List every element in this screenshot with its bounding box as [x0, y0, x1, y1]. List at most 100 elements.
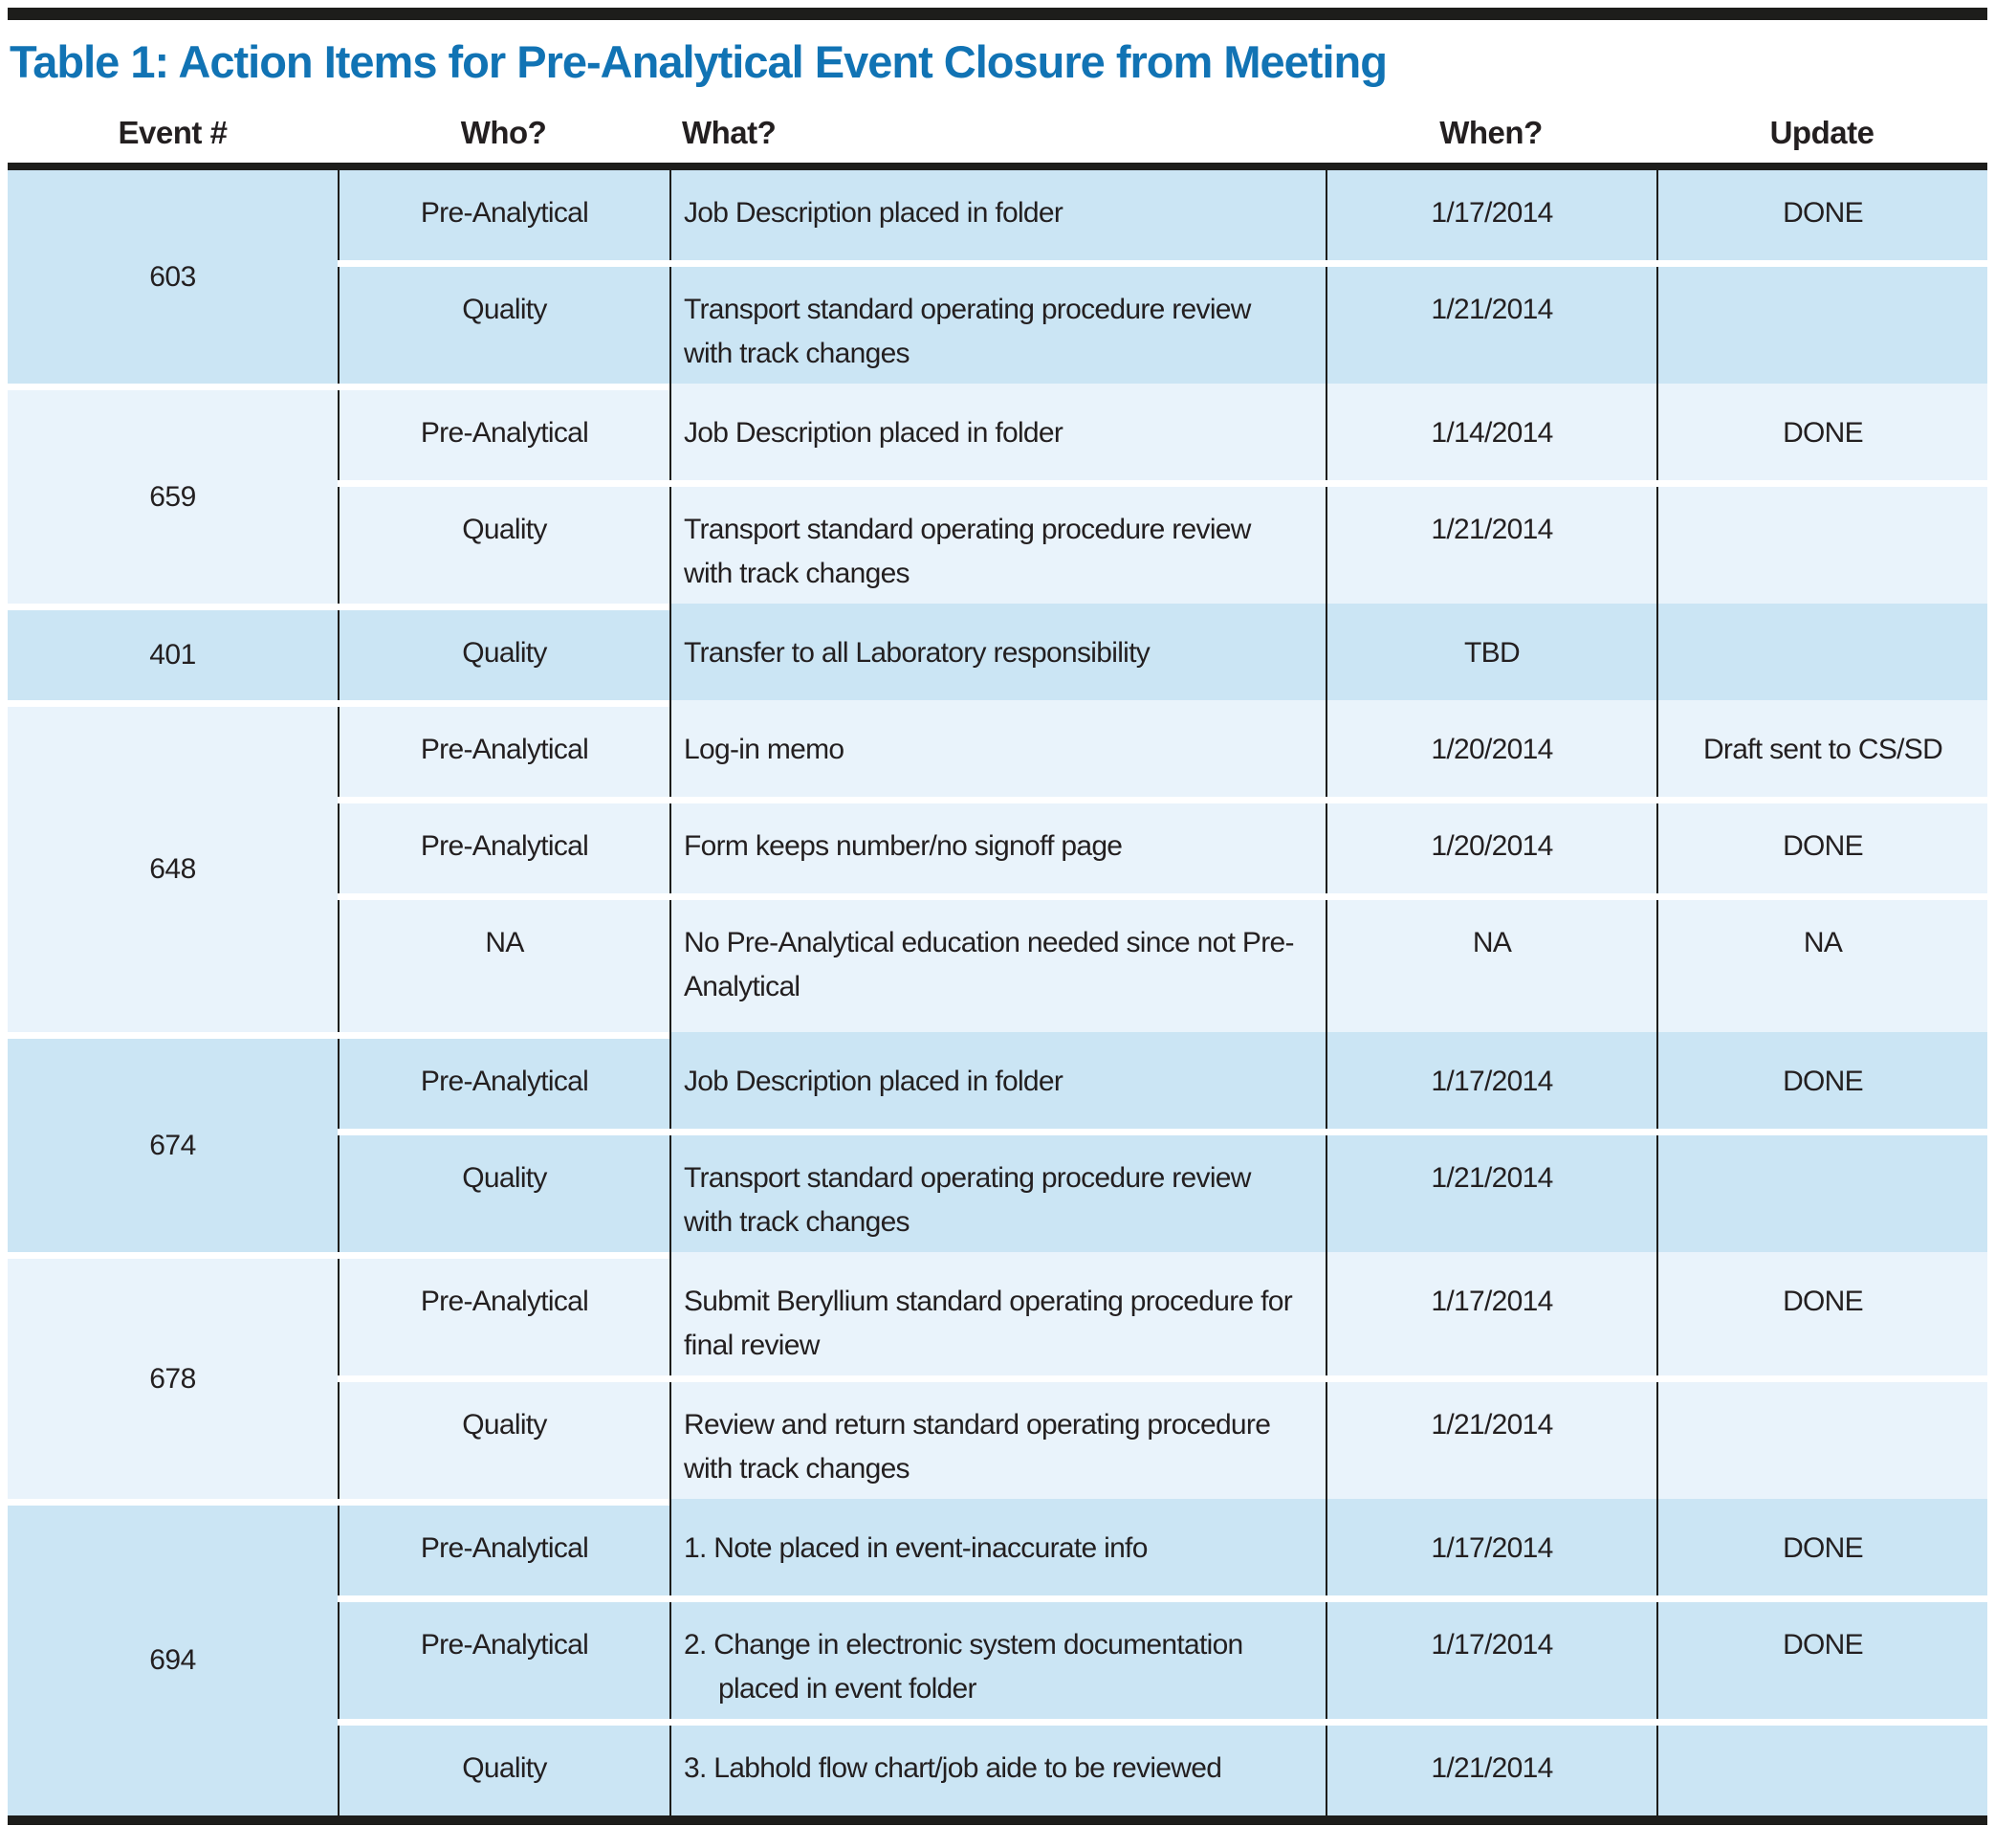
- table-row: Pre-Analytical Submit Beryllium standard…: [338, 1259, 1987, 1375]
- table-row: Pre-Analytical 1. Note placed in event-i…: [338, 1506, 1987, 1595]
- what-cell: 3. Labhold flow chart/job aide to be rev…: [669, 1726, 1326, 1815]
- event-number-cell: 694: [8, 1506, 338, 1815]
- what-cell: Job Description placed in folder: [669, 390, 1326, 480]
- event-group-674: 674 Pre-Analytical Job Description place…: [8, 1039, 1987, 1252]
- update-cell: DONE: [1656, 1602, 1987, 1719]
- update-cell: [1656, 1382, 1987, 1499]
- group-rows: Pre-Analytical 1. Note placed in event-i…: [338, 1506, 1987, 1815]
- who-cell: Pre-Analytical: [338, 707, 669, 797]
- table-row: Quality Transport standard operating pro…: [338, 487, 1987, 604]
- what-cell: 1. Note placed in event-inaccurate info: [669, 1506, 1326, 1595]
- when-cell: 1/21/2014: [1326, 267, 1656, 384]
- column-header-who: Who?: [460, 115, 547, 150]
- update-cell: DONE: [1656, 1039, 1987, 1129]
- when-cell: 1/20/2014: [1326, 707, 1656, 797]
- who-cell: Pre-Analytical: [338, 803, 669, 893]
- what-cell: Submit Beryllium standard operating proc…: [669, 1259, 1326, 1375]
- what-cell: Log-in memo: [669, 707, 1326, 797]
- update-cell: DONE: [1656, 1506, 1987, 1595]
- column-header-what: What?: [682, 115, 777, 150]
- event-group-659: 659 Pre-Analytical Job Description place…: [8, 390, 1987, 604]
- update-cell: [1656, 267, 1987, 384]
- who-cell: NA: [338, 900, 669, 1032]
- what-cell: Transport standard operating procedure r…: [669, 487, 1326, 604]
- event-number-cell: 674: [8, 1039, 338, 1252]
- table-row: Pre-Analytical Job Description placed in…: [338, 1039, 1987, 1129]
- who-cell: Pre-Analytical: [338, 1039, 669, 1129]
- bottom-rule: [8, 1815, 1987, 1825]
- what-cell: No Pre-Analytical education needed since…: [669, 900, 1326, 1032]
- update-cell: NA: [1656, 900, 1987, 1032]
- group-rows: Quality Transfer to all Laboratory respo…: [338, 610, 1987, 700]
- event-number-cell: 678: [8, 1259, 338, 1499]
- group-rows: Pre-Analytical Submit Beryllium standard…: [338, 1259, 1987, 1499]
- what-cell: Job Description placed in folder: [669, 1039, 1326, 1129]
- update-cell: Draft sent to CS/SD: [1656, 707, 1987, 797]
- group-separator: [8, 700, 1987, 707]
- group-separator: [8, 1032, 1987, 1039]
- update-cell: DONE: [1656, 803, 1987, 893]
- group-separator: [8, 384, 1987, 390]
- what-cell: Transport standard operating procedure r…: [669, 1135, 1326, 1252]
- event-number-cell: 401: [8, 610, 338, 700]
- when-cell: 1/21/2014: [1326, 1135, 1656, 1252]
- update-cell: [1656, 487, 1987, 604]
- update-cell: [1656, 1135, 1987, 1252]
- when-cell: 1/17/2014: [1326, 1259, 1656, 1375]
- update-cell: DONE: [1656, 1259, 1987, 1375]
- table-title: Table 1: Action Items for Pre-Analytical…: [10, 36, 1388, 87]
- who-cell: Quality: [338, 1382, 669, 1499]
- who-cell: Pre-Analytical: [338, 1506, 669, 1595]
- when-cell: TBD: [1326, 610, 1656, 700]
- table-row: Pre-Analytical Log-in memo 1/20/2014 Dra…: [338, 707, 1987, 797]
- when-cell: 1/21/2014: [1326, 487, 1656, 604]
- event-number-cell: 659: [8, 390, 338, 604]
- who-cell: Quality: [338, 610, 669, 700]
- who-cell: Quality: [338, 487, 669, 604]
- table-row: Pre-Analytical Form keeps number/no sign…: [338, 803, 1987, 893]
- event-group-603: 603 Pre-Analytical Job Description place…: [8, 170, 1987, 384]
- update-cell: [1656, 1726, 1987, 1815]
- who-cell: Quality: [338, 1135, 669, 1252]
- group-rows: Pre-Analytical Job Description placed in…: [338, 390, 1987, 604]
- when-cell: 1/17/2014: [1326, 1506, 1656, 1595]
- update-cell: [1656, 610, 1987, 700]
- who-cell: Pre-Analytical: [338, 390, 669, 480]
- group-separator: [8, 1252, 1987, 1259]
- what-cell: Review and return standard operating pro…: [669, 1382, 1326, 1499]
- event-group-694: 694 Pre-Analytical 1. Note placed in eve…: [8, 1506, 1987, 1815]
- event-group-648: 648 Pre-Analytical Log-in memo 1/20/2014…: [8, 707, 1987, 1032]
- when-cell: 1/21/2014: [1326, 1382, 1656, 1499]
- when-cell: 1/17/2014: [1326, 170, 1656, 260]
- who-cell: Pre-Analytical: [338, 170, 669, 260]
- when-cell: 1/17/2014: [1326, 1039, 1656, 1129]
- column-header-event: Event #: [118, 115, 228, 150]
- what-cell: 2. Change in electronic system documenta…: [669, 1602, 1326, 1719]
- event-number-cell: 603: [8, 170, 338, 384]
- update-cell: DONE: [1656, 390, 1987, 480]
- what-cell: Transport standard operating procedure r…: [669, 267, 1326, 384]
- when-cell: 1/17/2014: [1326, 1602, 1656, 1719]
- table-row: Quality Review and return standard opera…: [338, 1382, 1987, 1499]
- table-row: Pre-Analytical Job Description placed in…: [338, 390, 1987, 480]
- group-rows: Pre-Analytical Job Description placed in…: [338, 170, 1987, 384]
- when-cell: 1/14/2014: [1326, 390, 1656, 480]
- who-cell: Quality: [338, 267, 669, 384]
- top-rule: [8, 8, 1987, 20]
- header-rule: [8, 163, 1987, 170]
- table-row: NA No Pre-Analytical education needed si…: [338, 900, 1987, 1032]
- table-row: Pre-Analytical Job Description placed in…: [338, 170, 1987, 260]
- who-cell: Pre-Analytical: [338, 1602, 669, 1719]
- table-header-row: Event # Who? What? When? Update: [8, 115, 1987, 151]
- event-group-678: 678 Pre-Analytical Submit Beryllium stan…: [8, 1259, 1987, 1499]
- table-row: Pre-Analytical 2. Change in electronic s…: [338, 1602, 1987, 1719]
- when-cell: 1/20/2014: [1326, 803, 1656, 893]
- table-row: Quality 3. Labhold flow chart/job aide t…: [338, 1726, 1987, 1815]
- group-rows: Pre-Analytical Log-in memo 1/20/2014 Dra…: [338, 707, 1987, 1032]
- who-cell: Pre-Analytical: [338, 1259, 669, 1375]
- what-cell: Transfer to all Laboratory responsibilit…: [669, 610, 1326, 700]
- when-cell: 1/21/2014: [1326, 1726, 1656, 1815]
- column-header-when: When?: [1439, 115, 1543, 150]
- who-cell: Quality: [338, 1726, 669, 1815]
- update-cell: DONE: [1656, 170, 1987, 260]
